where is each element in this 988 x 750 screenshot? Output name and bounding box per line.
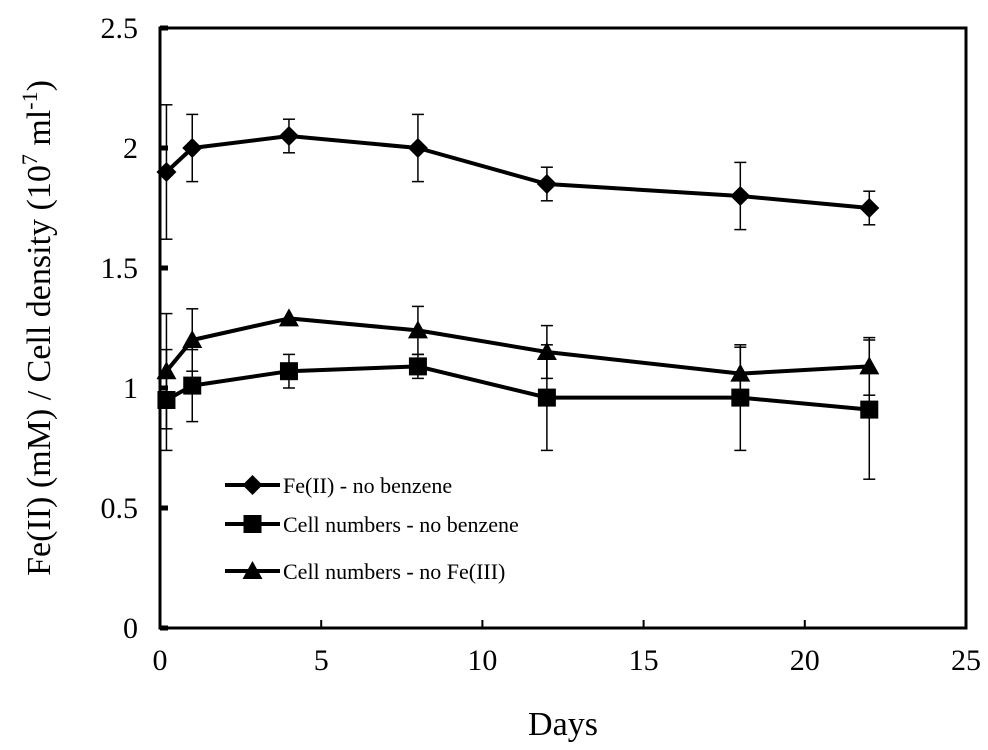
data-point-diamond	[278, 126, 299, 146]
data-point-triangle	[859, 356, 880, 375]
data-point-diamond	[536, 174, 557, 194]
y-tick-label: 2	[123, 132, 138, 165]
x-tick-label: 15	[629, 644, 659, 677]
x-axis-title: Days	[528, 706, 598, 743]
y-axis-title-superscript: 7	[17, 154, 42, 165]
x-tick-label: 0	[153, 644, 168, 677]
series-triangle	[156, 305, 880, 430]
data-point-triangle	[182, 330, 203, 348]
y-axis-title-part: )	[21, 80, 58, 91]
y-tick-label: 2.5	[101, 12, 139, 45]
x-tick-label: 20	[790, 644, 820, 677]
data-point-square	[860, 400, 879, 419]
data-point-diamond	[182, 138, 203, 158]
data-point-diamond	[730, 186, 751, 206]
data-point-diamond	[859, 198, 880, 218]
data-point-triangle	[156, 361, 177, 380]
y-tick-label: 0.5	[101, 492, 139, 525]
data-point-square	[537, 388, 556, 407]
y-tick-label: 1.5	[101, 252, 139, 285]
y-axis-title-superscript: -1	[17, 91, 42, 109]
data-point-square	[408, 357, 427, 376]
y-tick-label: 0	[123, 612, 138, 645]
data-point-triangle	[730, 363, 751, 382]
data-layer	[156, 104, 880, 480]
data-point-diamond	[407, 138, 428, 158]
data-point-triangle	[278, 308, 299, 327]
legend-item: Cell numbers - no Fe(III)	[225, 559, 505, 584]
data-point-square	[279, 362, 298, 381]
legend-marker-diamond	[242, 475, 263, 495]
series-diamond	[156, 104, 880, 240]
x-tick-label: 5	[314, 644, 329, 677]
y-axis-title-part: Fe(II) (mM) / Cell density (10	[21, 165, 58, 576]
x-tick-label: 25	[951, 644, 981, 677]
y-axis-title-part: ml	[21, 110, 58, 154]
legend-item: Fe(II) - no benzene	[225, 473, 452, 498]
data-point-triangle	[536, 342, 557, 360]
legend: Fe(II) - no benzene Cell numbers - no ben…	[225, 473, 519, 584]
axes-layer: 0 0.5 1 1.5 2 2.5 0 5 10 15 20 25 Days Fe(II) (mM) / …	[17, 12, 981, 743]
legend-label: Cell numbers - no benzene	[283, 512, 519, 537]
y-tick-label: 1	[123, 372, 138, 405]
legend-label: Fe(II) - no benzene	[283, 473, 452, 498]
legend-item: Cell numbers - no benzene	[225, 512, 519, 537]
legend-marker-triangle	[242, 561, 263, 579]
x-tick-label: 10	[467, 644, 497, 677]
legend-label: Cell numbers - no Fe(III)	[283, 559, 505, 584]
data-point-square	[183, 376, 202, 395]
data-point-diamond	[156, 162, 177, 182]
legend-marker-square	[243, 515, 262, 533]
data-point-triangle	[407, 320, 428, 339]
plot-area-frame	[158, 26, 968, 630]
y-axis-title: Fe(II) (mM) / Cell density (107 ml-1)	[17, 80, 58, 576]
